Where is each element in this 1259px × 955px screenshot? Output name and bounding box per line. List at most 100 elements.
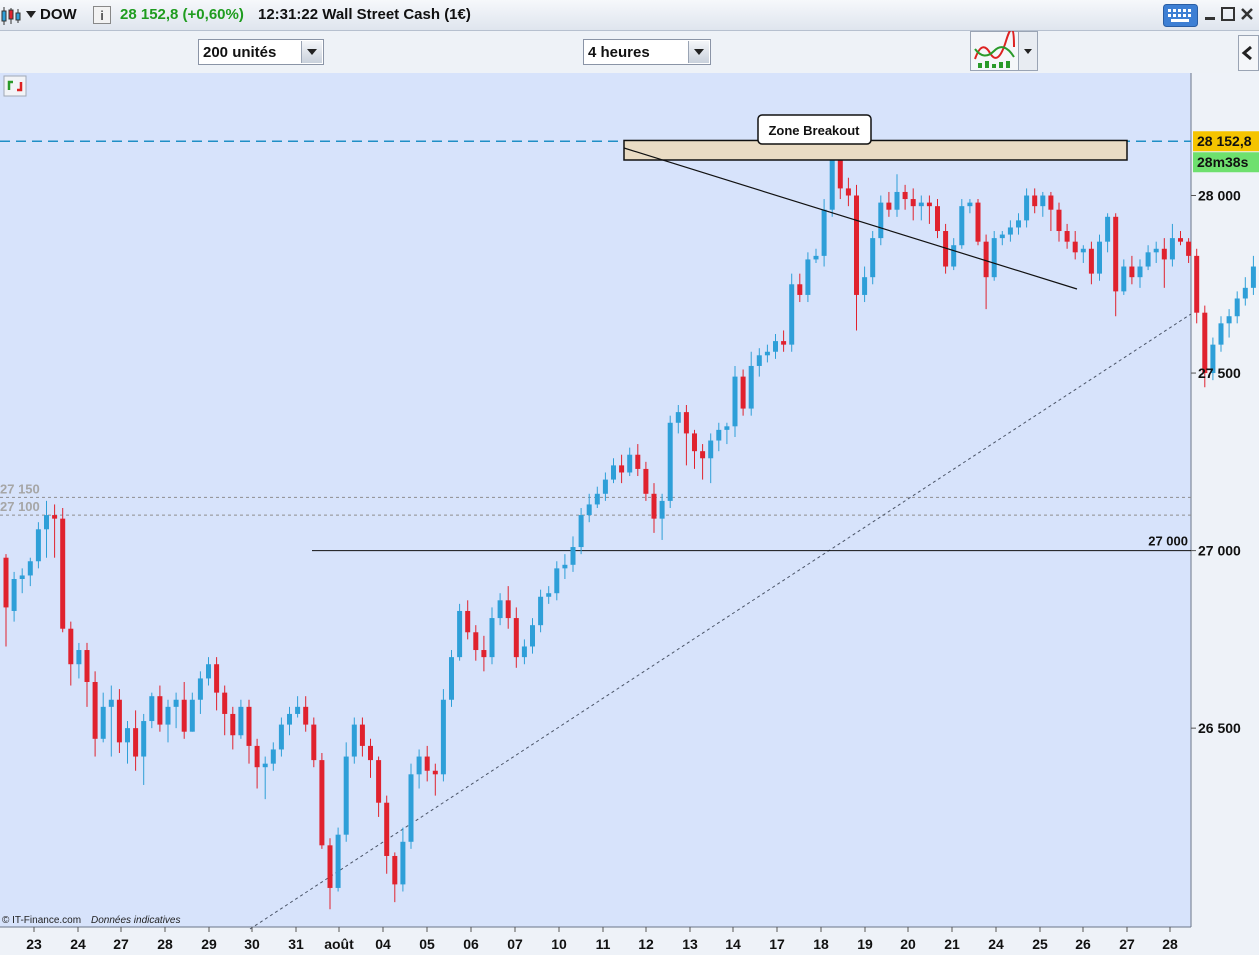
candle-body: [878, 202, 884, 239]
candle-body: [311, 724, 317, 761]
x-tick-label: 10: [551, 936, 567, 952]
candle-body: [1032, 195, 1038, 207]
candle-body: [521, 646, 527, 658]
refresh-icon[interactable]: [3, 75, 27, 97]
candle-body: [68, 628, 74, 665]
candle-body: [189, 699, 195, 732]
candle-body: [1072, 241, 1078, 253]
candle-body: [230, 713, 236, 736]
candle-body: [1080, 248, 1086, 253]
candle-body: [408, 774, 414, 842]
candle-body: [910, 199, 916, 207]
candle-body: [214, 664, 220, 693]
x-tick-label: 28: [157, 936, 173, 952]
candle-body: [84, 650, 90, 682]
x-tick-label: 19: [857, 936, 873, 952]
candle-timer-tag: [1193, 152, 1259, 173]
candle-body: [1210, 344, 1216, 374]
x-tick-label: 05: [419, 936, 435, 952]
candle-body: [999, 234, 1005, 239]
x-tick-label: 20: [900, 936, 916, 952]
candle-body: [538, 596, 544, 626]
candle-body: [781, 341, 787, 345]
candle-body: [440, 699, 446, 775]
resistance-trendline[interactable]: [623, 147, 1078, 290]
symbol-name[interactable]: DOW: [40, 6, 77, 23]
copyright-text: © IT-Finance.com: [2, 915, 81, 926]
candle-body: [829, 159, 835, 210]
x-tick-label: 21: [944, 936, 960, 952]
price-change: 28 152,8 (+0,60%): [120, 6, 244, 23]
candle-body: [465, 610, 471, 633]
current-price-tag: [1193, 131, 1259, 152]
candle-body: [1202, 312, 1208, 374]
candle-body: [805, 259, 811, 295]
units-select[interactable]: 200 unités: [198, 39, 324, 65]
candle-body: [1242, 287, 1248, 299]
candle-body: [1234, 298, 1240, 317]
x-tick-label: 23: [26, 936, 42, 952]
x-tick-label: 17: [769, 936, 785, 952]
x-tick-label: 25: [1032, 936, 1048, 952]
candle-body: [1040, 195, 1046, 207]
candle-body: [76, 650, 82, 665]
faint-level-label: 27 100: [0, 499, 40, 514]
minimize-icon[interactable]: [1203, 8, 1217, 22]
maximize-icon[interactable]: [1221, 7, 1235, 21]
candle-body: [327, 845, 333, 888]
indicators-icon[interactable]: [970, 31, 1038, 71]
candle-body: [125, 728, 130, 743]
candle-body: [481, 650, 487, 658]
candle-body: [967, 202, 973, 207]
candle-body: [546, 593, 552, 597]
info-icon[interactable]: i: [93, 6, 111, 24]
y-axis-panel: [1191, 73, 1259, 927]
candle-body: [594, 493, 600, 505]
chart-toolbar: 200 unités 4 heures: [0, 31, 1259, 73]
candle-body: [886, 202, 892, 210]
candle-body: [1024, 195, 1030, 221]
candle-body: [627, 454, 633, 473]
x-tick-label: 13: [682, 936, 698, 952]
candle-body: [716, 429, 722, 441]
candle-body: [692, 433, 697, 452]
candle-body: [1161, 248, 1167, 260]
candle-body: [748, 365, 754, 409]
candle-body: [343, 756, 349, 835]
candle-body: [457, 610, 463, 658]
candle-body: [991, 238, 997, 278]
candle-body: [983, 241, 989, 278]
support-trendline[interactable]: [249, 313, 1192, 930]
level-27000-label: 27 000: [1148, 534, 1188, 549]
x-tick-label: 24: [988, 936, 1004, 952]
candle-body: [926, 202, 932, 207]
candle-body: [1129, 266, 1135, 278]
candle-body: [1088, 248, 1094, 274]
x-axis-panel: [0, 927, 1259, 955]
candle-body: [149, 696, 155, 722]
candle-body: [1056, 209, 1062, 232]
candlestick-icon[interactable]: [0, 6, 22, 26]
keyboard-icon[interactable]: [1163, 4, 1198, 27]
chevron-down-icon[interactable]: [688, 41, 709, 63]
candle-body: [278, 724, 284, 750]
zone-label-box[interactable]: [757, 114, 872, 145]
candle-body: [1178, 238, 1183, 242]
candle-body: [254, 745, 260, 768]
period-select[interactable]: 4 heures: [583, 39, 711, 65]
candle-body: [368, 745, 373, 761]
candle-body: [862, 277, 868, 295]
candle-body: [764, 351, 770, 356]
close-icon[interactable]: [1240, 7, 1254, 21]
scroll-back-icon[interactable]: [1238, 35, 1259, 71]
candle-body: [854, 195, 859, 295]
x-tick-label: 18: [813, 936, 829, 952]
chevron-down-icon[interactable]: [26, 11, 36, 19]
candle-body: [359, 724, 365, 746]
x-tick-label: 06: [463, 936, 479, 952]
chevron-down-icon[interactable]: [301, 41, 322, 63]
y-tick-label: 26 500: [1198, 720, 1241, 736]
breakout-zone[interactable]: [623, 139, 1128, 161]
candle-body: [675, 412, 681, 423]
